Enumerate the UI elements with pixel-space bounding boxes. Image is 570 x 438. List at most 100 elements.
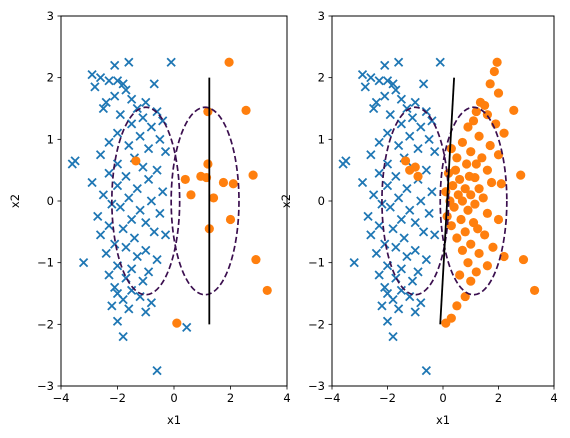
left-x-marker	[129, 233, 140, 243]
right-dot-marker	[471, 106, 481, 117]
right-dot-marker	[460, 227, 470, 237]
left-x-tick-label: −4	[53, 391, 70, 405]
left-y-tick-label: 2	[47, 71, 54, 85]
left-dot-marker	[172, 318, 182, 328]
right-dot-marker	[452, 301, 462, 311]
left-y-tick-label: −3	[37, 379, 54, 393]
right-x-marker	[396, 264, 407, 274]
right-dot-marker	[463, 258, 473, 268]
right-tick-marks	[328, 15, 555, 390]
right-dot-marker	[486, 177, 497, 188]
left-x-marker	[78, 258, 89, 268]
right-x-marker	[413, 267, 423, 277]
right-x-marker	[416, 122, 426, 132]
left-x-marker	[67, 159, 77, 169]
left-x-marker	[121, 171, 131, 181]
right-x-marker	[427, 187, 437, 197]
right-x-marker	[380, 60, 390, 70]
left-contour-ellipse-2	[170, 106, 240, 296]
left-y-tick-label: 0	[47, 194, 54, 208]
right-x-marker	[396, 94, 407, 104]
left-y-tick-label: 1	[47, 132, 54, 146]
right-x-marker	[382, 316, 393, 326]
right-x-marker	[374, 270, 384, 280]
left-x-marker	[95, 230, 106, 240]
left-y-tick-label: 3	[47, 9, 54, 23]
right-dot-marker	[470, 172, 480, 183]
left-x-marker	[124, 140, 134, 151]
right-x-marker	[371, 248, 382, 259]
right-x-marker	[349, 258, 359, 268]
right-dot-marker	[457, 196, 468, 206]
left-x-marker	[126, 264, 137, 274]
right-dot-marker	[466, 239, 476, 249]
left-x-marker	[146, 122, 157, 132]
right-subplot: −4 −2 0 2 4 −3 −2 −1 0 1 2 3 x1 x2	[279, 9, 558, 427]
right-x-marker	[405, 205, 415, 215]
right-dot-marker	[496, 179, 506, 189]
right-y-tick-label: 1	[318, 132, 325, 146]
left-x-marker	[160, 230, 171, 240]
right-plot-marks	[338, 57, 540, 376]
left-dot-marker	[218, 177, 229, 188]
left-dot-marker	[228, 179, 238, 189]
right-x-marker	[424, 134, 434, 144]
left-dot-marker	[203, 159, 213, 169]
left-x-marker	[118, 224, 128, 234]
right-dot-marker	[473, 224, 483, 234]
right-dot-marker	[478, 193, 488, 203]
right-x-marker	[410, 307, 420, 317]
right-x-marker	[366, 150, 376, 160]
left-x-marker	[158, 187, 168, 197]
right-x-marker	[357, 177, 368, 188]
right-dot-marker	[450, 165, 461, 175]
right-x-marker	[410, 245, 420, 255]
right-x-marker	[360, 82, 370, 92]
right-x-marker	[382, 128, 393, 138]
right-dot-marker	[477, 153, 487, 163]
right-x-marker	[393, 304, 404, 314]
right-x-marker	[371, 97, 382, 107]
right-dot-marker	[493, 150, 504, 160]
left-x-tick-label: 4	[283, 391, 290, 405]
right-dot-marker	[446, 221, 456, 231]
left-contour-ellipse-1	[110, 106, 181, 296]
right-x-marker	[377, 301, 387, 311]
left-x-marker	[104, 76, 114, 86]
right-dot-marker	[471, 267, 481, 277]
right-x-marker	[368, 190, 379, 200]
left-x-marker	[124, 193, 134, 203]
right-dot-marker	[452, 153, 462, 163]
right-x-marker	[416, 196, 426, 206]
right-x-marker	[421, 165, 431, 175]
right-y-tick-label: −2	[308, 317, 325, 331]
right-y-axis-label: x2	[279, 194, 293, 208]
right-x-marker	[418, 79, 429, 89]
right-dot-marker	[499, 251, 509, 262]
right-x-marker	[421, 365, 431, 376]
left-dot-marker	[251, 254, 261, 265]
right-decision-boundary	[439, 77, 455, 325]
right-x-marker	[405, 131, 415, 141]
left-tick-labels: −4 −2 0 2 4 −3 −2 −1 0 1 2 3	[37, 9, 291, 405]
right-x-marker	[388, 224, 398, 234]
right-dot-marker	[413, 171, 423, 181]
left-x-marker	[126, 214, 137, 225]
right-x-marker	[380, 239, 390, 249]
right-dot-marker	[400, 156, 411, 166]
right-x-marker	[430, 230, 440, 240]
left-x-marker	[112, 76, 123, 86]
left-x-marker	[135, 131, 145, 141]
right-x-marker	[413, 143, 423, 154]
right-y-tick-label: 3	[318, 9, 325, 23]
left-x-marker	[138, 276, 148, 286]
left-x-marker	[101, 97, 111, 107]
left-x-marker	[141, 217, 151, 228]
left-dot-marker	[248, 170, 258, 180]
right-y-tick-label: −3	[308, 379, 325, 393]
right-y-tick-label: 2	[318, 71, 325, 85]
left-x-marker	[115, 110, 125, 120]
right-dot-marker	[455, 270, 465, 280]
left-x-marker	[118, 295, 128, 305]
left-x-marker	[104, 168, 114, 178]
